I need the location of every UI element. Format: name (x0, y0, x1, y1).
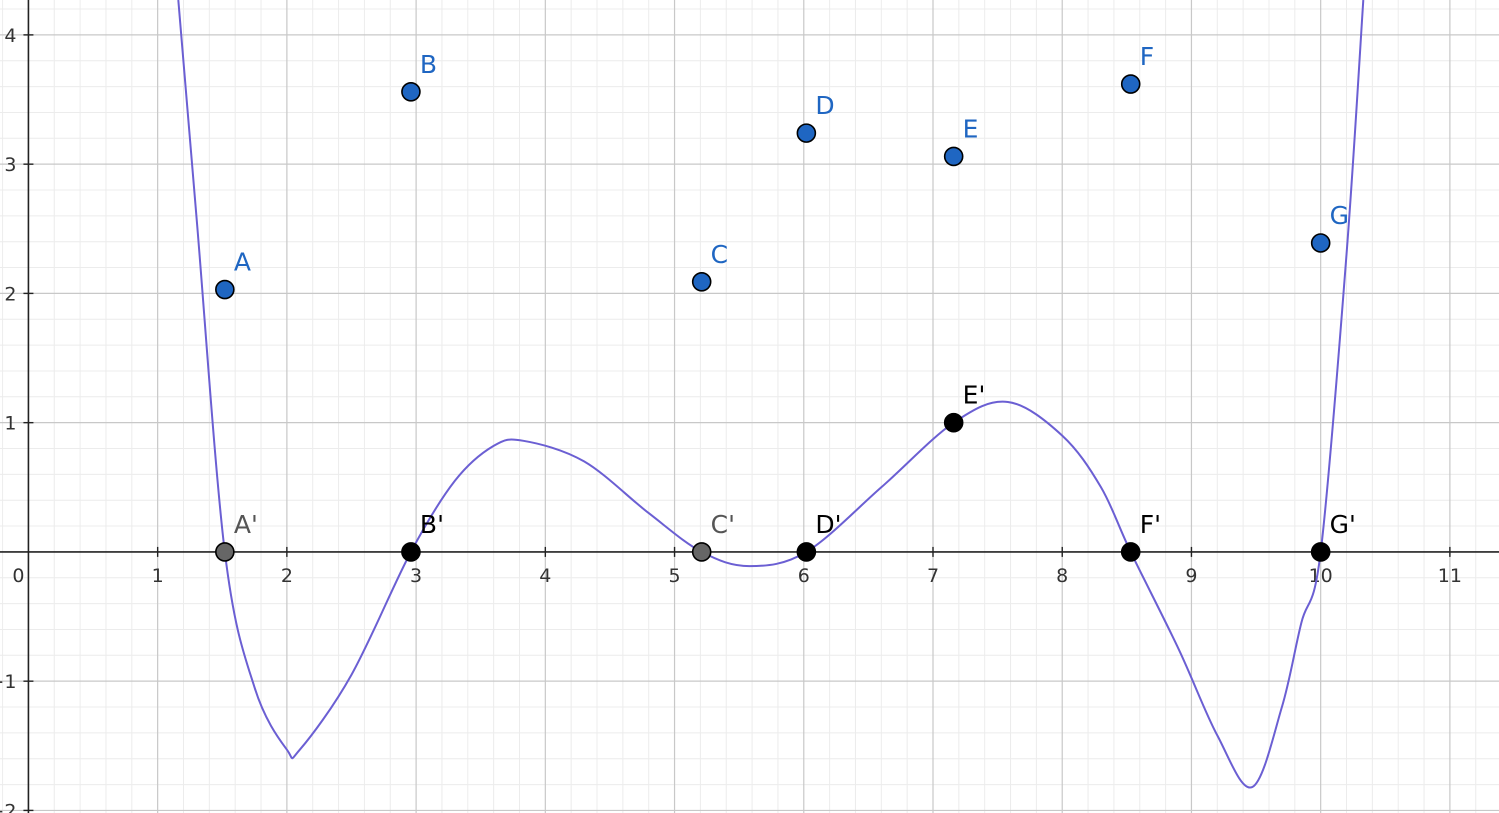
x-tick-label: 1 (152, 565, 164, 587)
point-a[interactable] (215, 279, 235, 300)
function-curve[interactable] (177, 0, 1365, 789)
point-label-e-prime: E' (963, 381, 986, 410)
points-layer (215, 74, 1331, 562)
point-b-prime[interactable] (401, 542, 421, 562)
x-tick-label: 11 (1438, 565, 1462, 587)
y-tick-label: −2 (0, 800, 16, 813)
x-tick-label: 4 (539, 565, 551, 587)
point-label-a: A (234, 248, 251, 277)
point-c-prime[interactable] (691, 542, 712, 562)
point-label-e: E (963, 114, 979, 143)
x-tick-label: 6 (798, 565, 810, 587)
point-g-prime[interactable] (1310, 542, 1331, 562)
point-d-prime[interactable] (796, 542, 817, 562)
point-labels-layer: A B C D E F G A' B' C' D' E' F' G' (234, 42, 1356, 539)
point-label-b: B (420, 50, 437, 79)
x-tick-label: 0 (12, 565, 24, 587)
point-label-f-prime: F' (1140, 510, 1161, 539)
point-label-g-prime: G' (1330, 510, 1356, 539)
point-label-c: C (711, 240, 728, 269)
point-label-g: G (1330, 201, 1349, 230)
point-b[interactable] (401, 81, 421, 102)
point-label-d: D (815, 91, 834, 120)
point-label-f: F (1140, 42, 1154, 71)
x-tick-label: 2 (281, 565, 293, 587)
x-tick-label: 10 (1309, 565, 1333, 587)
point-label-b-prime: B' (420, 510, 444, 539)
point-label-d-prime: D' (815, 510, 841, 539)
point-g[interactable] (1310, 233, 1331, 253)
point-f[interactable] (1120, 74, 1141, 94)
x-tick-label: 9 (1185, 565, 1197, 587)
point-e[interactable] (943, 146, 964, 167)
point-c[interactable] (691, 271, 712, 292)
x-tick-label: 8 (1056, 565, 1068, 587)
x-tick-label: 3 (410, 565, 422, 587)
y-tick-label: 3 (4, 154, 16, 176)
point-label-a-prime: A' (234, 510, 258, 539)
tick-labels: 0 1 2 3 4 5 6 7 8 9 10 11 −2 −1 1 2 3 4 (0, 25, 1462, 813)
point-e-prime[interactable] (943, 412, 964, 433)
y-tick-label: 4 (4, 25, 16, 47)
point-f-prime[interactable] (1120, 542, 1141, 562)
y-tick-label: 1 (4, 413, 16, 435)
y-tick-label: 2 (4, 283, 16, 305)
point-label-c-prime: C' (711, 510, 735, 539)
point-d[interactable] (796, 123, 817, 143)
x-tick-label: 7 (927, 565, 939, 587)
x-tick-label: 5 (669, 565, 681, 587)
point-a-prime[interactable] (215, 542, 235, 562)
y-tick-label: −1 (0, 671, 16, 693)
